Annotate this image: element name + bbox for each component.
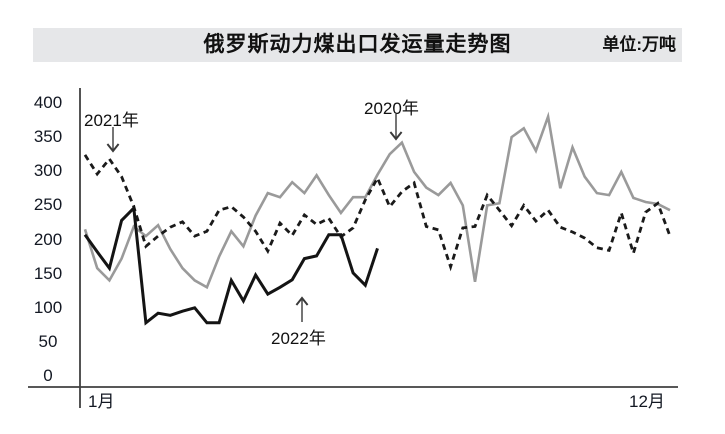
y-axis-tick-label: 200 bbox=[33, 229, 63, 249]
x-axis-label-january: 1月 bbox=[88, 392, 115, 411]
chart-title: 俄罗斯动力煤出口发运量走势图 bbox=[203, 33, 512, 56]
y-axis-tick-label: 0 bbox=[43, 366, 53, 385]
y-axis-tick-label: 400 bbox=[33, 93, 63, 112]
x-axis-label-december: 12月 bbox=[629, 392, 665, 411]
series-lines bbox=[83, 111, 672, 326]
y-axis-tick-label: 150 bbox=[33, 263, 63, 283]
annotation-arrows bbox=[106, 114, 403, 322]
series-line-2020年 bbox=[83, 111, 671, 290]
y-axis-tick-label: 350 bbox=[33, 127, 63, 147]
annotation-label-2022: 2022年 bbox=[271, 329, 326, 348]
y-axis-tick-label: 300 bbox=[33, 161, 63, 181]
chart-header-bar: 俄罗斯动力煤出口发运量走势图 单位:万吨 bbox=[33, 28, 682, 62]
y-axis-tick-label: 250 bbox=[33, 195, 63, 215]
series-line-2022年 bbox=[83, 204, 379, 326]
annotation-label-2020: 2020年 bbox=[364, 99, 419, 118]
y-axis-tick-label: 50 bbox=[38, 331, 58, 351]
series-line-2021年 bbox=[83, 154, 672, 272]
y-axis-tick-label: 100 bbox=[33, 297, 63, 317]
annotation-label-2021: 2021年 bbox=[84, 111, 139, 130]
unit-label: 单位:万吨 bbox=[602, 35, 676, 54]
